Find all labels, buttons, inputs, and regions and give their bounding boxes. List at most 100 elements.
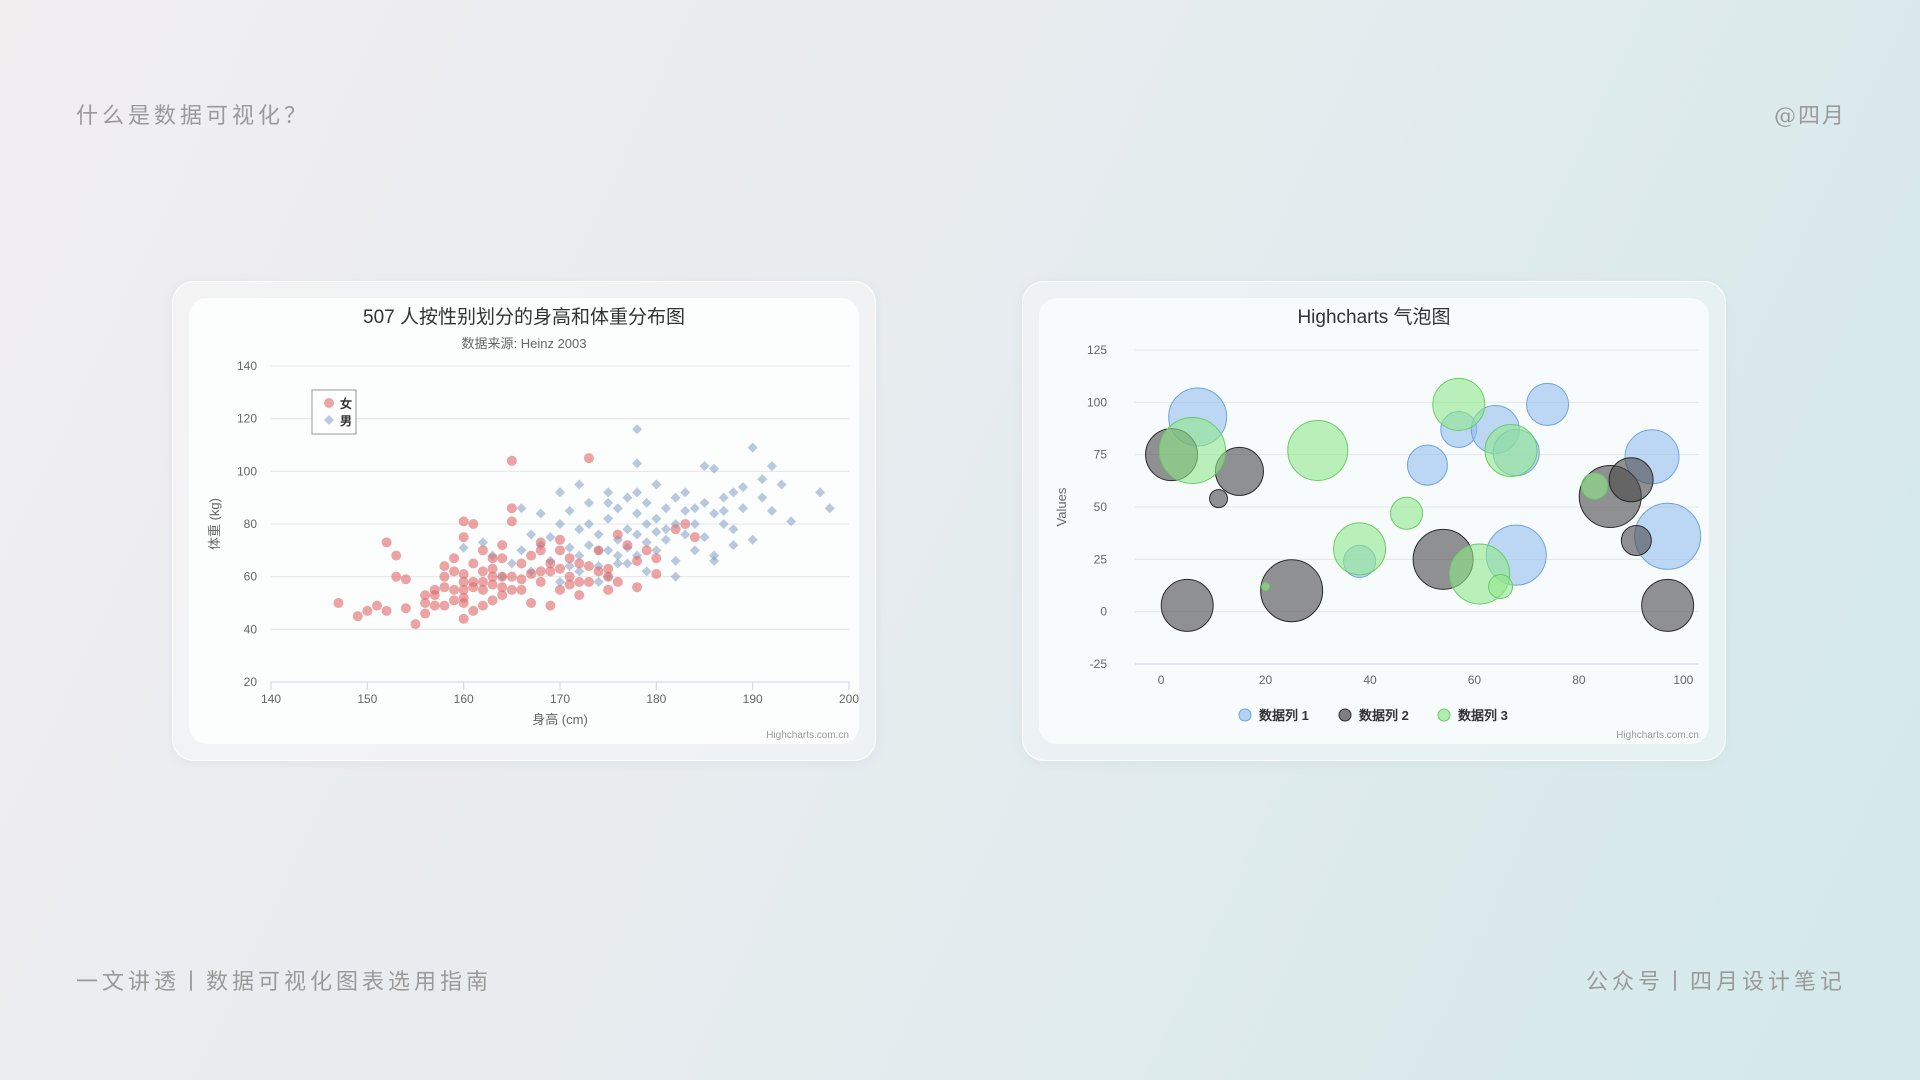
female-point [622,540,633,551]
y-tick-label: 100 [237,464,257,478]
female-point [458,592,469,603]
page-header-title: 什么是数据可视化？ [76,104,311,129]
female-point [535,537,546,548]
x-tick-label: 100 [1673,673,1693,687]
x-tick-label: 20 [1259,673,1273,687]
male-point [680,505,691,516]
female-point [526,550,537,561]
male-point [660,503,671,514]
female-point [526,598,537,608]
male-point [632,487,643,498]
female-point [381,537,392,548]
female-point [400,603,411,614]
y-tick-label: 20 [244,675,258,689]
legend-male-label: 男 [340,414,352,428]
bubble-series-3 [1261,582,1271,592]
x-tick-label: 40 [1363,673,1377,687]
female-point [632,582,643,593]
female-point [439,600,450,611]
female-point [535,576,546,587]
legend-label-series-1: 数据列 1 [1259,708,1309,723]
y-tick-label: 125 [1087,343,1107,357]
female-point [477,576,488,587]
x-tick-label: 140 [261,692,281,706]
male-point [709,555,720,566]
female-point [458,613,469,624]
bubble-chart: Highcharts 气泡图 -25 0 25 50 75 100 125 0 20 40 60 80 1… [1054,306,1702,741]
male-point [583,519,594,529]
y-tick-label: 100 [1087,395,1107,409]
female-point [477,584,488,595]
female-point [458,584,469,595]
male-point [718,505,729,516]
bubble-series-2 [1620,524,1652,556]
bubble-series-2 [1209,489,1229,509]
x-tick-label: 200 [839,692,859,706]
male-point [670,492,681,503]
female-point [468,519,479,529]
female-point [651,569,662,580]
male-point [718,519,729,529]
legend-female-marker [324,398,334,408]
male-point [699,461,710,472]
female-point [612,576,623,587]
female-point [487,553,498,564]
female-point [458,576,469,587]
female-point [574,590,585,601]
bubble-series-2 [1260,559,1324,623]
y-axis-title: 体重 (kg) [207,498,222,550]
male-point [651,526,662,537]
male-point [612,503,623,514]
female-point [574,576,585,587]
female-point [439,582,450,593]
female-point [449,566,460,577]
female-point [555,545,565,556]
bubble-series-3 [1581,472,1609,500]
female-point [583,576,594,587]
legend-marker-series-2 [1338,708,1352,722]
female-point [564,571,575,582]
female-point [603,584,614,595]
male-point [670,571,681,582]
bubble-series-3 [1432,377,1486,431]
legend-marker-series-3 [1437,708,1451,722]
female-point [555,584,565,595]
male-point [555,487,565,498]
female-point [487,579,498,590]
female-point [410,619,421,630]
male-point [699,497,710,508]
female-point [506,455,517,466]
bubble-series-3 [1484,423,1538,477]
male-point [747,442,758,453]
female-point [545,566,556,577]
y-tick-label: 80 [244,517,258,531]
female-point [429,600,440,611]
legend-label-series-2: 数据列 2 [1359,708,1409,723]
female-point [545,558,556,569]
male-point [506,558,517,569]
female-point [564,553,575,564]
female-point [506,516,517,527]
female-point [516,574,527,585]
female-point [574,558,585,569]
male-point [757,474,768,485]
bubble-series-1 [1406,444,1448,486]
male-point [786,516,797,527]
female-point [400,574,411,585]
female-point [449,553,460,564]
y-tick-label: 50 [1094,500,1108,514]
y-axis-title: Values [1054,487,1069,526]
male-point [766,505,777,516]
y-tick-label: 75 [1094,448,1108,462]
male-point [603,487,614,498]
female-point [680,519,691,529]
bubble-series-3 [1488,574,1514,600]
female-point [516,584,527,595]
author-handle: @四月 [1773,104,1846,129]
female-point [583,561,594,572]
bubble-series-2 [1608,457,1654,503]
male-point [689,519,700,529]
male-point [612,558,623,569]
male-point [574,550,585,561]
female-point [526,569,537,580]
